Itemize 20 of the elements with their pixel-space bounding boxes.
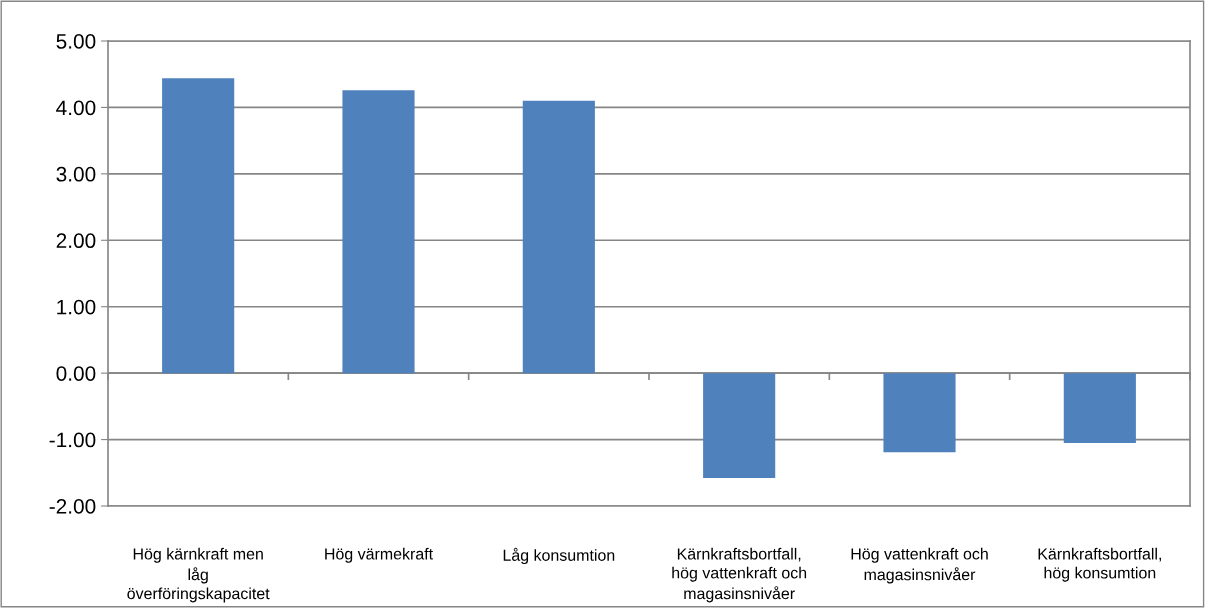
y-tick-label: 4.00 xyxy=(56,100,96,116)
x-tick-label: Hög vattenkraft och magasinsnivåer xyxy=(851,547,988,584)
y-tick-label: 1.00 xyxy=(57,299,96,315)
x-tick-label: Kärnkraftsbortfall, hög vattenkraft och magasinsnivåer xyxy=(672,547,807,603)
bar xyxy=(703,373,776,479)
y-tick-label: 0.00 xyxy=(56,366,96,381)
y-tick-label: -2.00 xyxy=(49,499,96,514)
x-tick-label: Låg konsumtion xyxy=(503,547,615,565)
bar xyxy=(162,78,235,374)
x-tick-label: Kärnkraftsbortfall, hög konsumtion xyxy=(1038,547,1161,582)
bar xyxy=(1063,373,1136,443)
y-tick-label: 2.00 xyxy=(56,233,96,249)
y-tick-label: -1.00 xyxy=(49,432,96,448)
y-tick-label: 3.00 xyxy=(56,166,96,182)
bar xyxy=(342,90,415,374)
bar xyxy=(522,100,595,374)
x-tick-label: Hög kärnkraft men låg överföringskapacitet xyxy=(127,547,270,603)
bar xyxy=(883,373,956,453)
x-tick-label: Hög värmekraft xyxy=(325,547,433,563)
y-tick-label: 5.00 xyxy=(56,34,96,49)
